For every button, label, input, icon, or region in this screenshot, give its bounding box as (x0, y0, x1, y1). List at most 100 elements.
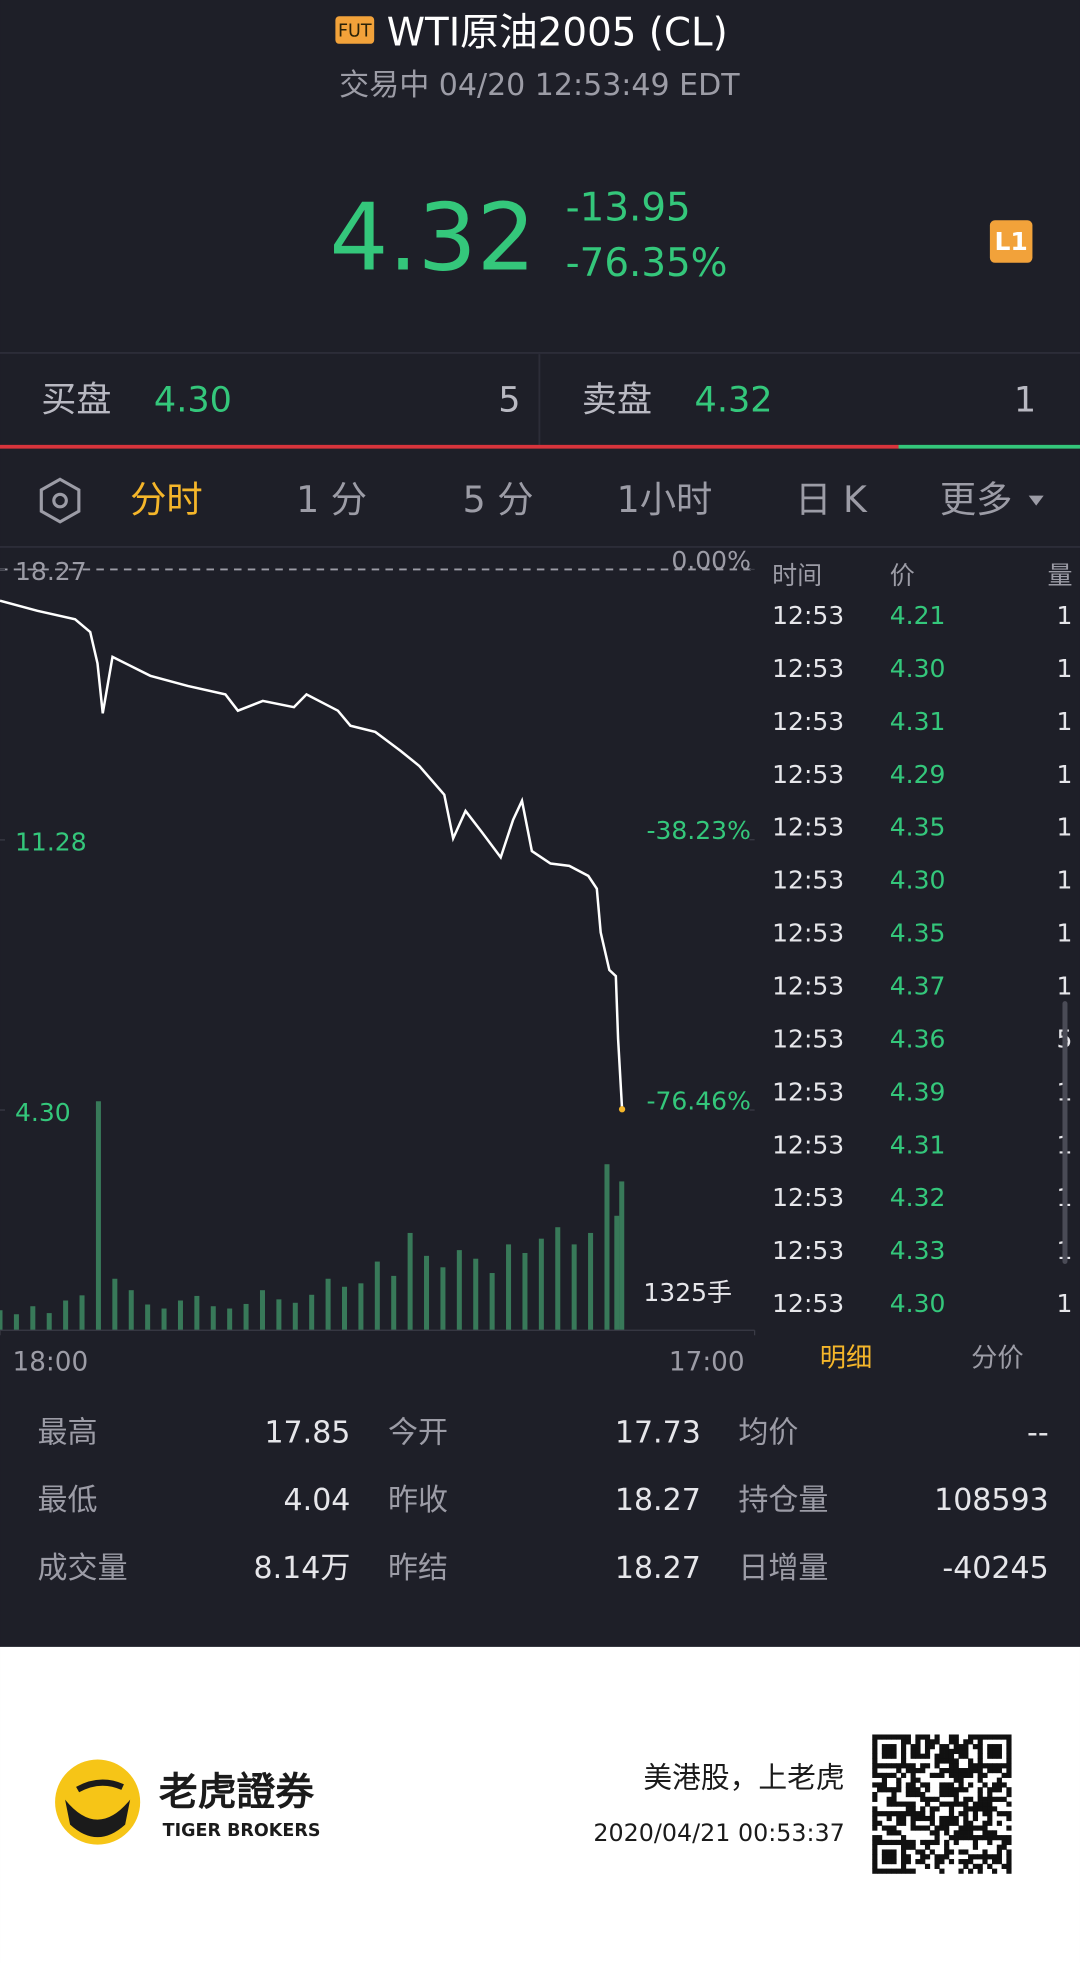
qr-module (992, 1830, 998, 1836)
qr-module (872, 1739, 878, 1745)
settings-icon[interactable] (39, 477, 81, 524)
volume-bar (440, 1267, 446, 1331)
qr-module (896, 1768, 902, 1774)
qr-module (968, 1796, 974, 1802)
qr-module (900, 1744, 907, 1750)
qr-module (915, 1753, 921, 1759)
tab[interactable]: 1小时 (617, 478, 713, 521)
qr-module (910, 1801, 916, 1807)
qr-module (963, 1830, 969, 1836)
trade-cell: 1 (1057, 601, 1073, 630)
qr-module (877, 1835, 883, 1841)
qr-module (891, 1791, 897, 1798)
qr-module (958, 1768, 964, 1774)
qr-module (877, 1811, 883, 1817)
level-badge[interactable] (989, 220, 1033, 263)
qr-module (910, 1844, 916, 1850)
qr-module (953, 1801, 959, 1807)
qr-module (953, 1787, 959, 1793)
qr-module (905, 1791, 911, 1798)
qr-module (972, 1811, 979, 1817)
volume-bar (342, 1286, 348, 1331)
trade-cell: 4.29 (890, 760, 946, 789)
qr-module (900, 1815, 907, 1822)
trades-tab[interactable]: 分价 (971, 1344, 1024, 1374)
qr-module (968, 1768, 974, 1774)
trades-tab[interactable]: 明细 (820, 1344, 873, 1374)
qr-module (939, 1782, 945, 1788)
qr-module (982, 1763, 988, 1769)
qr-module (900, 1849, 907, 1855)
qr-module (1006, 1801, 1012, 1807)
trade-cell: 4.35 (890, 813, 946, 842)
qr-module (891, 1796, 897, 1802)
qr-module (877, 1820, 883, 1826)
y-tick-label: 18.27 (15, 557, 87, 586)
qr-module (886, 1868, 892, 1874)
y-tick-label: 11.28 (15, 828, 87, 857)
tab[interactable]: 1 分 (296, 478, 367, 521)
trade-cell: 1 (1057, 654, 1073, 683)
qr-module (891, 1825, 897, 1831)
qr-module (996, 1763, 1002, 1769)
qr-module (877, 1734, 883, 1740)
tab[interactable]: 分时 (130, 478, 203, 521)
qr-module (944, 1815, 950, 1822)
qr-module (982, 1782, 988, 1788)
qr-module (920, 1791, 926, 1798)
stat-label: 最低 (38, 1483, 98, 1518)
qr-module (900, 1739, 907, 1745)
qr-module (939, 1744, 945, 1750)
qr-module (939, 1825, 945, 1831)
qr-module (891, 1839, 897, 1846)
qr-module (977, 1744, 983, 1750)
qr-module (915, 1768, 921, 1774)
qr-module (996, 1854, 1002, 1860)
qr-module (924, 1739, 931, 1745)
stat-label: 日增量 (738, 1551, 828, 1586)
qr-module (881, 1825, 888, 1831)
qr-module (1001, 1734, 1007, 1740)
tab[interactable]: 更多 (940, 478, 1013, 521)
qr-module (881, 1748, 888, 1755)
tab[interactable]: 5 分 (463, 478, 534, 521)
qr-module (948, 1734, 955, 1740)
qr-module (944, 1825, 950, 1831)
qr-module (1006, 1854, 1012, 1860)
qr-module (934, 1806, 940, 1812)
more-arrow[interactable] (1028, 495, 1044, 506)
qr-module (996, 1782, 1002, 1788)
settings-icon-center[interactable] (52, 492, 68, 509)
stat-value: 8.14万 (254, 1551, 351, 1586)
qr-module (891, 1763, 897, 1769)
qr-module (905, 1787, 911, 1793)
qr-module (972, 1844, 979, 1850)
qr-module (987, 1753, 993, 1759)
qr-module (886, 1825, 892, 1831)
qr-module (948, 1758, 955, 1764)
qr-module (992, 1768, 998, 1774)
trade-cell: 4.35 (890, 919, 946, 948)
qr-module (968, 1739, 974, 1745)
qr-module (939, 1854, 945, 1860)
qr-module (948, 1739, 955, 1745)
qr-module (1006, 1839, 1012, 1846)
qr-module (948, 1806, 955, 1812)
qr-module (924, 1744, 931, 1750)
tab[interactable]: 日 K (795, 478, 868, 521)
qr-module (881, 1734, 888, 1740)
qr-module (963, 1772, 969, 1778)
stat-label: 成交量 (38, 1551, 128, 1586)
qr-module (896, 1787, 902, 1793)
level-badge-text[interactable]: L1 (994, 227, 1027, 256)
qr-module (944, 1839, 950, 1846)
bid-label: 买盘 (41, 380, 111, 421)
qr-module (958, 1753, 964, 1759)
qr-module (929, 1830, 935, 1836)
qr-module (872, 1849, 878, 1855)
qr-module (1006, 1791, 1012, 1798)
qr-module (987, 1811, 993, 1817)
qr-module (910, 1815, 916, 1822)
trade-cell: 4.31 (890, 707, 946, 736)
